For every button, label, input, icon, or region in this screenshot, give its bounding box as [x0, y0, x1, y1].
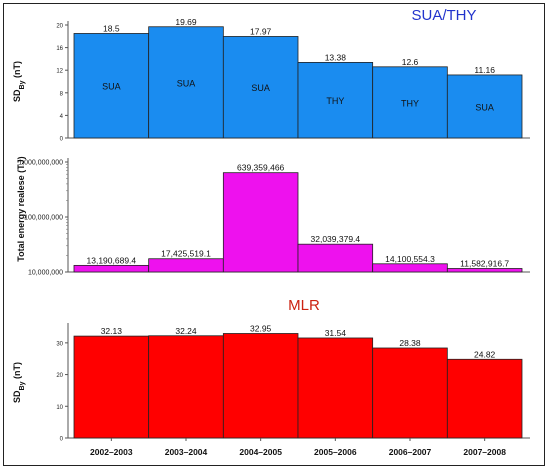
bar-class-label: SUA	[102, 82, 121, 92]
panel-energy: 10,000,000 100,000,000 1,000,000,000 13,190…	[16, 156, 530, 277]
y-tick-label: 0	[60, 137, 64, 143]
y-tick-label: 20	[56, 24, 63, 30]
bar	[222, 333, 299, 439]
panel-sua-thy: 0 4 8 12 16 20 18.5 SUA 19.69 SUA 17.97 SUA 13.38 THY…	[12, 7, 530, 143]
y-tick-label: 8	[60, 91, 64, 97]
value-label: 17,425,519.1	[161, 249, 211, 259]
bar	[446, 74, 523, 139]
x-tick-label: 2004–2005	[239, 447, 282, 457]
y-axis-title: SDBy (nT)	[12, 362, 26, 403]
bar	[297, 337, 374, 439]
x-tick-label: 2003–2004	[165, 447, 208, 457]
value-label: 17.97	[250, 26, 272, 36]
bar-class-label: SUA	[475, 102, 494, 112]
bar	[372, 347, 448, 439]
y-tick-label: 4	[60, 114, 64, 120]
y-tick-label: 10,000,000	[28, 270, 63, 277]
bar	[148, 26, 224, 139]
value-label: 28.38	[399, 338, 421, 348]
value-label: 32.95	[250, 324, 272, 334]
value-label: 13.38	[325, 52, 347, 62]
value-label: 639,359,466	[237, 163, 285, 173]
bar-class-label: THY	[401, 98, 419, 108]
x-tick-label: 2005–2006	[314, 447, 357, 457]
value-label: 18.5	[103, 23, 120, 33]
bar	[73, 335, 150, 439]
bar-class-label: SUA	[251, 83, 270, 93]
y-tick-label: 16	[56, 46, 63, 52]
bar	[297, 243, 374, 273]
bar	[148, 335, 224, 439]
value-label: 32,039,379.4	[311, 234, 361, 244]
value-label: 31.54	[325, 328, 347, 338]
value-label: 14,100,554.3	[385, 254, 435, 264]
bar-class-label: SUA	[177, 78, 196, 88]
bar	[148, 258, 224, 273]
value-label: 13,190,689.4	[87, 255, 137, 265]
panel-mlr: 0 10 20 30 32.13 32.24 32.95 31.54 28.38 24.82 SDB…	[12, 297, 530, 457]
value-label: 11,582,916.7	[460, 258, 509, 268]
x-tick-label: 2007–2008	[463, 447, 506, 457]
bar	[446, 268, 523, 273]
bar	[372, 263, 448, 273]
x-tick-label: 2006–2007	[389, 447, 432, 457]
value-label: 24.82	[474, 349, 496, 359]
y-axis-title: Total energy realese (TJ)	[16, 156, 26, 261]
figure-frame: 0 4 8 12 16 20 18.5 SUA 19.69 SUA 17.97 SUA 13.38 THY…	[3, 3, 545, 466]
value-label: 32.13	[101, 326, 123, 336]
y-tick-label: 100,000,000	[24, 215, 63, 222]
bar	[222, 36, 299, 139]
y-tick-label: 1,000,000,000	[18, 160, 63, 167]
value-label: 19.69	[175, 17, 197, 27]
y-axis-title: SDBy (nT)	[12, 61, 26, 102]
y-tick-label: 20	[56, 373, 63, 379]
bar	[222, 172, 299, 273]
value-label: 12.6	[402, 57, 419, 67]
chart-title: SUA/THY	[411, 7, 476, 24]
y-tick-label: 10	[56, 405, 63, 411]
bar-class-label: THY	[326, 96, 344, 106]
bar	[73, 264, 150, 273]
y-tick-label: 0	[60, 437, 64, 443]
y-tick-label: 30	[56, 341, 63, 347]
value-label: 32.24	[175, 326, 197, 336]
figure-svg: 0 4 8 12 16 20 18.5 SUA 19.69 SUA 17.97 SUA 13.38 THY…	[12, 7, 530, 457]
x-tick-label: 2002–2003	[90, 447, 133, 457]
y-tick-label: 12	[56, 69, 63, 75]
value-label: 11.16	[474, 65, 495, 75]
chart-title: MLR	[288, 297, 320, 314]
bar	[446, 358, 523, 439]
bar	[73, 33, 150, 139]
